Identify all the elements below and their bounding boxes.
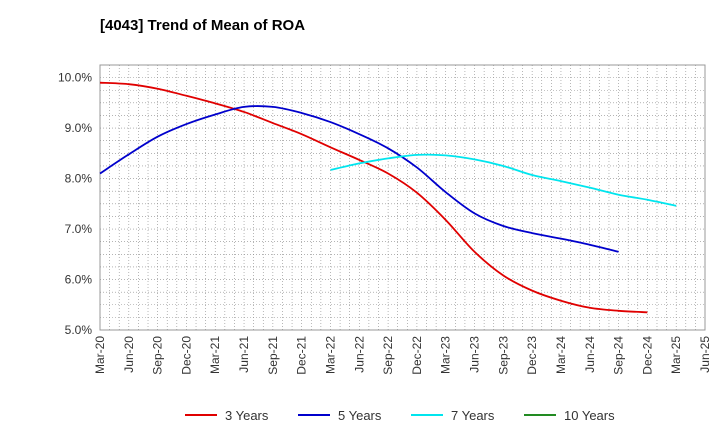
y-tick-label: 8.0% [65, 172, 93, 186]
x-tick-label: Dec-22 [410, 336, 424, 375]
series-layer [99, 81, 677, 314]
legend-label-5-years: 5 Years [338, 408, 382, 423]
x-tick-label: Jun-21 [237, 336, 251, 373]
legend-label-7-years: 7 Years [451, 408, 495, 423]
x-tick-label: Sep-24 [612, 336, 626, 375]
x-tick-label: Jun-20 [122, 336, 136, 373]
x-tick-label: Sep-22 [381, 336, 395, 375]
chart-title: [4043] Trend of Mean of ROA [100, 17, 305, 34]
x-tick-label: Dec-24 [640, 336, 654, 375]
x-tick-label: Dec-20 [179, 336, 193, 375]
x-axis: Mar-20 Jun-20 Sep-20 Dec-20 Mar-21 Jun-21 Sep-… [93, 336, 712, 375]
series-line-7-years [330, 153, 677, 207]
y-tick-label: 10.0% [58, 71, 92, 85]
x-tick-label: Mar-24 [554, 336, 568, 374]
series-line-5-years [99, 105, 619, 253]
plot-border [99, 64, 706, 331]
x-tick-label: Mar-20 [93, 336, 107, 374]
legend-label-10-years: 10 Years [564, 408, 615, 423]
legend-label-3-years: 3 Years [225, 408, 269, 423]
y-tick-label: 5.0% [65, 323, 93, 337]
series-line-3-years [99, 81, 648, 314]
y-tick-label: 6.0% [65, 273, 93, 287]
y-tick-label: 7.0% [65, 222, 93, 236]
x-tick-label: Sep-21 [266, 336, 280, 375]
y-tick-label: 9.0% [65, 121, 93, 135]
plot-area [99, 64, 706, 331]
x-tick-label: Jun-23 [468, 336, 482, 373]
x-tick-label: Sep-20 [151, 336, 165, 375]
x-tick-label: Mar-23 [439, 336, 453, 374]
x-tick-label: Dec-23 [525, 336, 539, 375]
grid-lines [100, 65, 705, 330]
x-tick-label: Jun-24 [583, 336, 597, 373]
y-axis: 5.0% 6.0% 7.0% 8.0% 9.0% 10.0% [58, 71, 92, 337]
x-tick-label: Mar-21 [208, 336, 222, 374]
x-tick-label: Mar-25 [669, 336, 683, 374]
x-tick-label: Sep-23 [496, 336, 510, 375]
x-tick-label: Jun-25 [698, 336, 712, 373]
x-tick-label: Dec-21 [295, 336, 309, 375]
legend: 3 Years 5 Years 7 Years 10 Years [185, 408, 615, 423]
x-tick-label: Mar-22 [323, 336, 337, 374]
x-tick-label: Jun-22 [352, 336, 366, 373]
